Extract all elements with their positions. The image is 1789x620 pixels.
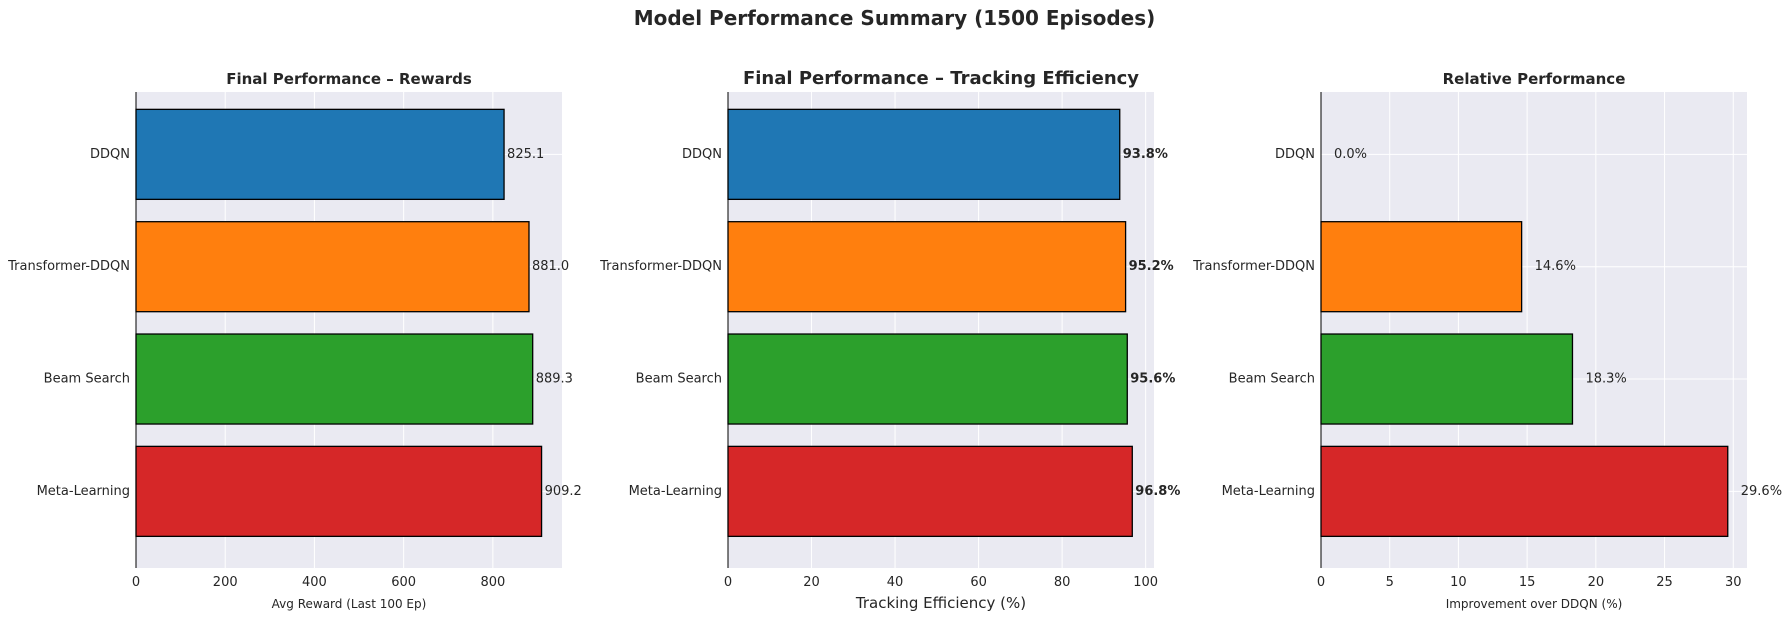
category-label: DDQN	[90, 147, 130, 162]
bar-meta-learning	[135, 445, 543, 538]
x-tick-label: 30	[1725, 575, 1742, 590]
chart-panel-1: DDQN 825.1 Transformer-DDQN 881.0 Beam Searc…	[7, 70, 582, 611]
value-label: 0.0%	[1334, 147, 1367, 162]
value-label: 29.6%	[1741, 484, 1782, 499]
chart-title: Relative Performance	[1443, 70, 1626, 88]
bar-meta-learning	[1320, 445, 1729, 538]
chart-title: Final Performance – Tracking Efficiency	[743, 68, 1139, 89]
x-tick-label: 200	[213, 575, 238, 590]
figure-title: Model Performance Summary (1500 Episodes…	[633, 6, 1156, 30]
category-label: Transformer-DDQN	[599, 259, 722, 274]
x-tick-label: 100	[1133, 575, 1158, 590]
x-tick-label: 5	[1386, 575, 1394, 590]
x-tick-label: 400	[302, 575, 327, 590]
chart-panel-3: DDQN 0.0% Transformer-DDQN 14.6% Beam Search…	[1192, 70, 1782, 611]
bar-ddqn	[727, 108, 1121, 201]
x-tick-label: 0	[724, 575, 732, 590]
category-label: Beam Search	[1229, 372, 1315, 387]
value-label: 95.2%	[1129, 259, 1174, 274]
x-tick-label: 600	[391, 575, 416, 590]
x-tick-label: 15	[1519, 575, 1536, 590]
x-axis-label: Avg Reward (Last 100 Ep)	[272, 597, 427, 611]
bar-meta-learning	[727, 445, 1133, 538]
x-tick-label: 800	[480, 575, 505, 590]
category-label: Meta-Learning	[37, 484, 130, 499]
bar-transformer-ddqn	[1320, 221, 1523, 313]
category-label: Meta-Learning	[629, 484, 722, 499]
x-tick-label: 0	[1317, 575, 1325, 590]
value-label: 909.2	[545, 484, 582, 499]
value-label: 14.6%	[1535, 259, 1576, 274]
category-label: DDQN	[682, 147, 722, 162]
category-label: Meta-Learning	[1222, 484, 1315, 499]
value-label: 881.0	[532, 259, 569, 274]
x-tick-label: 0	[132, 575, 140, 590]
bar-ddqn	[135, 108, 505, 201]
category-label: Beam Search	[44, 372, 130, 387]
x-tick-label: 20	[803, 575, 820, 590]
bar-beam-search	[1320, 333, 1574, 425]
value-label: 96.8%	[1135, 484, 1180, 499]
x-tick-label: 20	[1588, 575, 1605, 590]
bar-transformer-ddqn	[135, 221, 530, 313]
bar-transformer-ddqn	[727, 221, 1127, 313]
category-label: Transformer-DDQN	[1192, 259, 1315, 274]
value-label: 95.6%	[1130, 372, 1175, 387]
bar-beam-search	[727, 333, 1128, 425]
x-tick-label: 40	[887, 575, 904, 590]
x-tick-label: 80	[1054, 575, 1071, 590]
chart-title: Final Performance – Rewards	[226, 70, 472, 88]
x-tick-label: 10	[1450, 575, 1467, 590]
bar-beam-search	[135, 333, 534, 425]
chart-panel-2: DDQN 93.8% Transformer-DDQN 95.2% Beam Searc…	[599, 68, 1180, 612]
x-tick-label: 25	[1656, 575, 1673, 590]
x-tick-label: 60	[970, 575, 987, 590]
category-label: Beam Search	[636, 372, 722, 387]
x-axis-label: Tracking Efficiency (%)	[855, 594, 1026, 612]
value-label: 93.8%	[1123, 147, 1168, 162]
value-label: 889.3	[536, 372, 573, 387]
value-label: 825.1	[507, 147, 544, 162]
category-label: Transformer-DDQN	[7, 259, 130, 274]
value-label: 18.3%	[1585, 372, 1626, 387]
x-axis-label: Improvement over DDQN (%)	[1446, 597, 1623, 611]
category-label: DDQN	[1275, 147, 1315, 162]
